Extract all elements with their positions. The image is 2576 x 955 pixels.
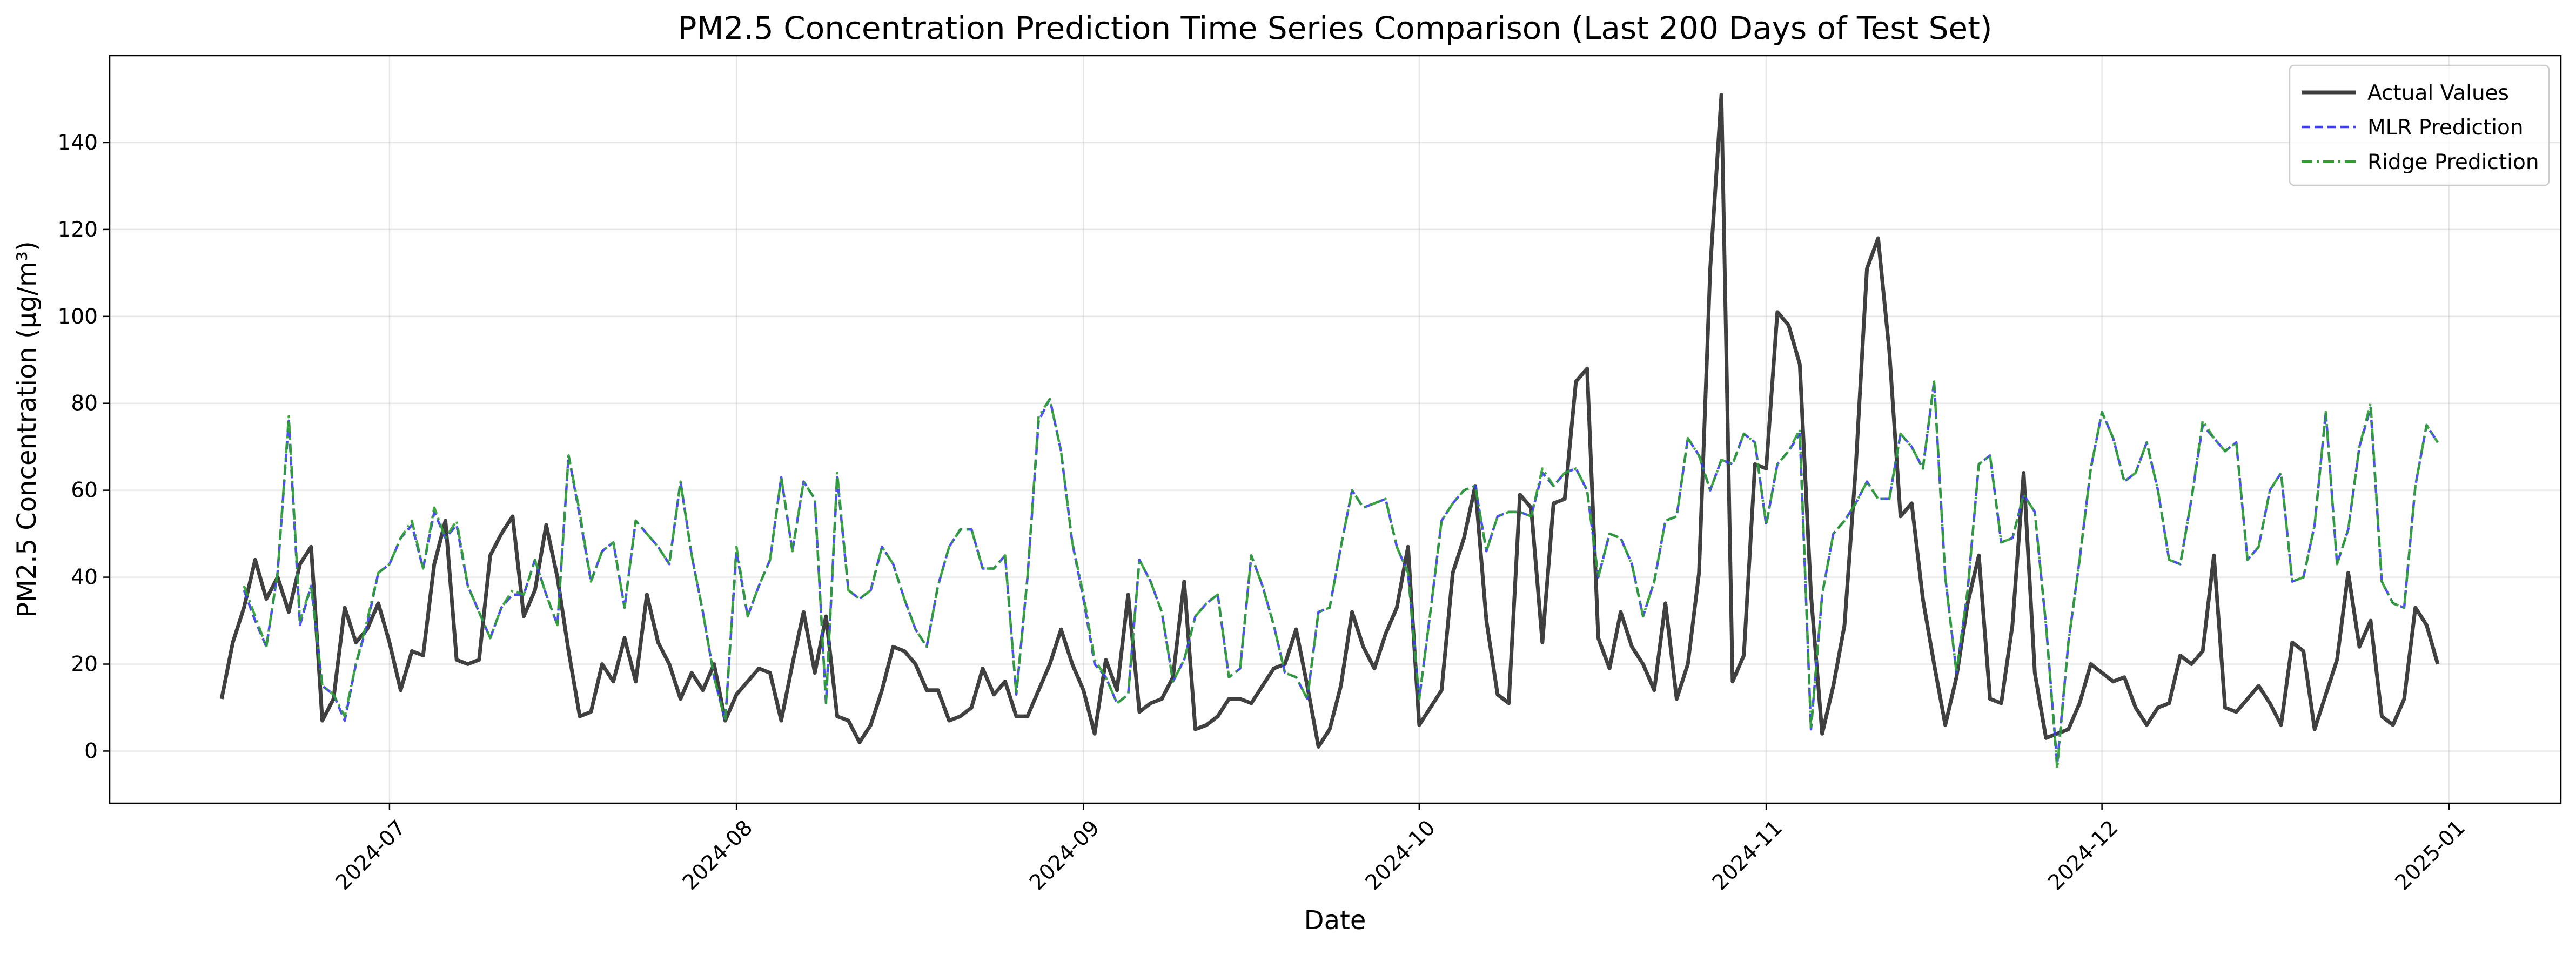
y-tick-label: 100 bbox=[58, 305, 98, 329]
plot-area-frame bbox=[109, 55, 2562, 804]
x-tick-label: 2024-10 bbox=[1361, 816, 1440, 895]
x-tick-label: 2024-07 bbox=[331, 816, 411, 895]
y-tick-label: 60 bbox=[71, 479, 98, 503]
legend: Actual Values MLR Prediction Ridge Predict… bbox=[2289, 64, 2550, 186]
series-layer bbox=[219, 92, 2440, 770]
grid-layer bbox=[110, 56, 2561, 803]
y-tick-label: 40 bbox=[71, 566, 98, 590]
x-tick-label: 2024-09 bbox=[1025, 816, 1104, 895]
y-tick-label: 20 bbox=[71, 653, 98, 677]
legend-label-ridge-prediction: Ridge Prediction bbox=[2367, 150, 2539, 174]
y-tick-label: 120 bbox=[58, 218, 98, 242]
series-line-ridge-prediction bbox=[243, 380, 2439, 770]
series-line-actual-values bbox=[219, 92, 2440, 749]
y-tick-label: 80 bbox=[71, 392, 98, 416]
x-tick-label: 2024-12 bbox=[2043, 816, 2123, 895]
y-axis-title: PM2.5 Concentration (μg/m³) bbox=[12, 241, 42, 617]
legend-box bbox=[2289, 64, 2550, 186]
x-axis-title: Date bbox=[1304, 905, 1366, 936]
y-axis: 0 20 40 60 80 100 120 140 bbox=[58, 131, 110, 763]
x-tick-label: 2025-01 bbox=[2391, 816, 2470, 895]
y-tick-label: 0 bbox=[84, 739, 98, 763]
x-tick-label: 2024-11 bbox=[1708, 816, 1787, 895]
series-line-mlr-prediction bbox=[243, 380, 2439, 765]
legend-label-actual-values: Actual Values bbox=[2367, 81, 2509, 105]
x-axis: 2024-07 2024-08 2024-09 2024-10 2024-11 2024-… bbox=[331, 803, 2470, 895]
y-tick-label: 140 bbox=[58, 131, 98, 155]
x-tick-label: 2024-08 bbox=[678, 816, 757, 895]
legend-label-mlr-prediction: MLR Prediction bbox=[2367, 116, 2524, 140]
chart-title: PM2.5 Concentration Prediction Time Seri… bbox=[678, 10, 1993, 46]
